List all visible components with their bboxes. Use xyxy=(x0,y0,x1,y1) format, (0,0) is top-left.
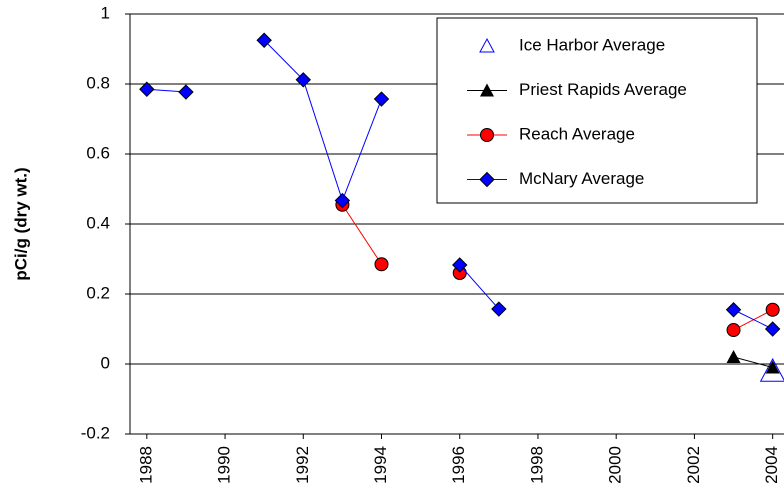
marker xyxy=(726,323,741,338)
marker xyxy=(726,350,741,363)
marker xyxy=(373,91,390,107)
marker xyxy=(334,192,351,209)
x-tick-label: 2000 xyxy=(606,446,625,484)
marker xyxy=(491,301,507,317)
x-tick-label: 1992 xyxy=(293,446,312,484)
x-tick-label: 1994 xyxy=(371,446,390,484)
marker xyxy=(256,32,272,48)
y-tick-label: 0.2 xyxy=(86,283,110,302)
marker xyxy=(139,81,155,97)
x-tick-label: 1998 xyxy=(527,446,546,484)
marker xyxy=(764,321,781,337)
x-tick-label: 1996 xyxy=(449,446,468,484)
x-tick-label: 2004 xyxy=(762,446,781,484)
marker xyxy=(725,302,742,318)
legend-label: Ice Harbor Average xyxy=(519,35,665,54)
y-tick-label: 0.4 xyxy=(86,213,110,232)
x-tick-label: 1988 xyxy=(136,446,155,484)
y-tick-label: 0.6 xyxy=(86,143,110,162)
series-line xyxy=(733,356,773,368)
marker xyxy=(452,257,468,273)
marker xyxy=(178,84,194,100)
marker xyxy=(480,128,494,142)
y-tick-label: -0.2 xyxy=(81,423,110,442)
marker xyxy=(759,357,784,382)
marker xyxy=(479,37,495,53)
x-tick-label: 2002 xyxy=(684,446,703,484)
legend-label: McNary Average xyxy=(519,169,644,188)
x-tick-label: 1990 xyxy=(215,446,234,484)
legend-box xyxy=(436,17,758,204)
y-tick-label: 1 xyxy=(101,3,110,22)
y-tick-label: 0.8 xyxy=(86,73,110,92)
marker xyxy=(479,171,495,188)
marker xyxy=(765,302,780,317)
y-axis-title: pCi/g (dry wt.) xyxy=(11,167,30,280)
legend-label: Priest Rapids Average xyxy=(519,80,687,99)
legend-label: Reach Average xyxy=(519,124,635,143)
marker xyxy=(295,72,311,88)
y-tick-label: 0 xyxy=(101,353,110,372)
marker xyxy=(374,257,389,272)
marker xyxy=(480,83,494,97)
series-line xyxy=(146,39,773,330)
marker xyxy=(765,360,780,374)
